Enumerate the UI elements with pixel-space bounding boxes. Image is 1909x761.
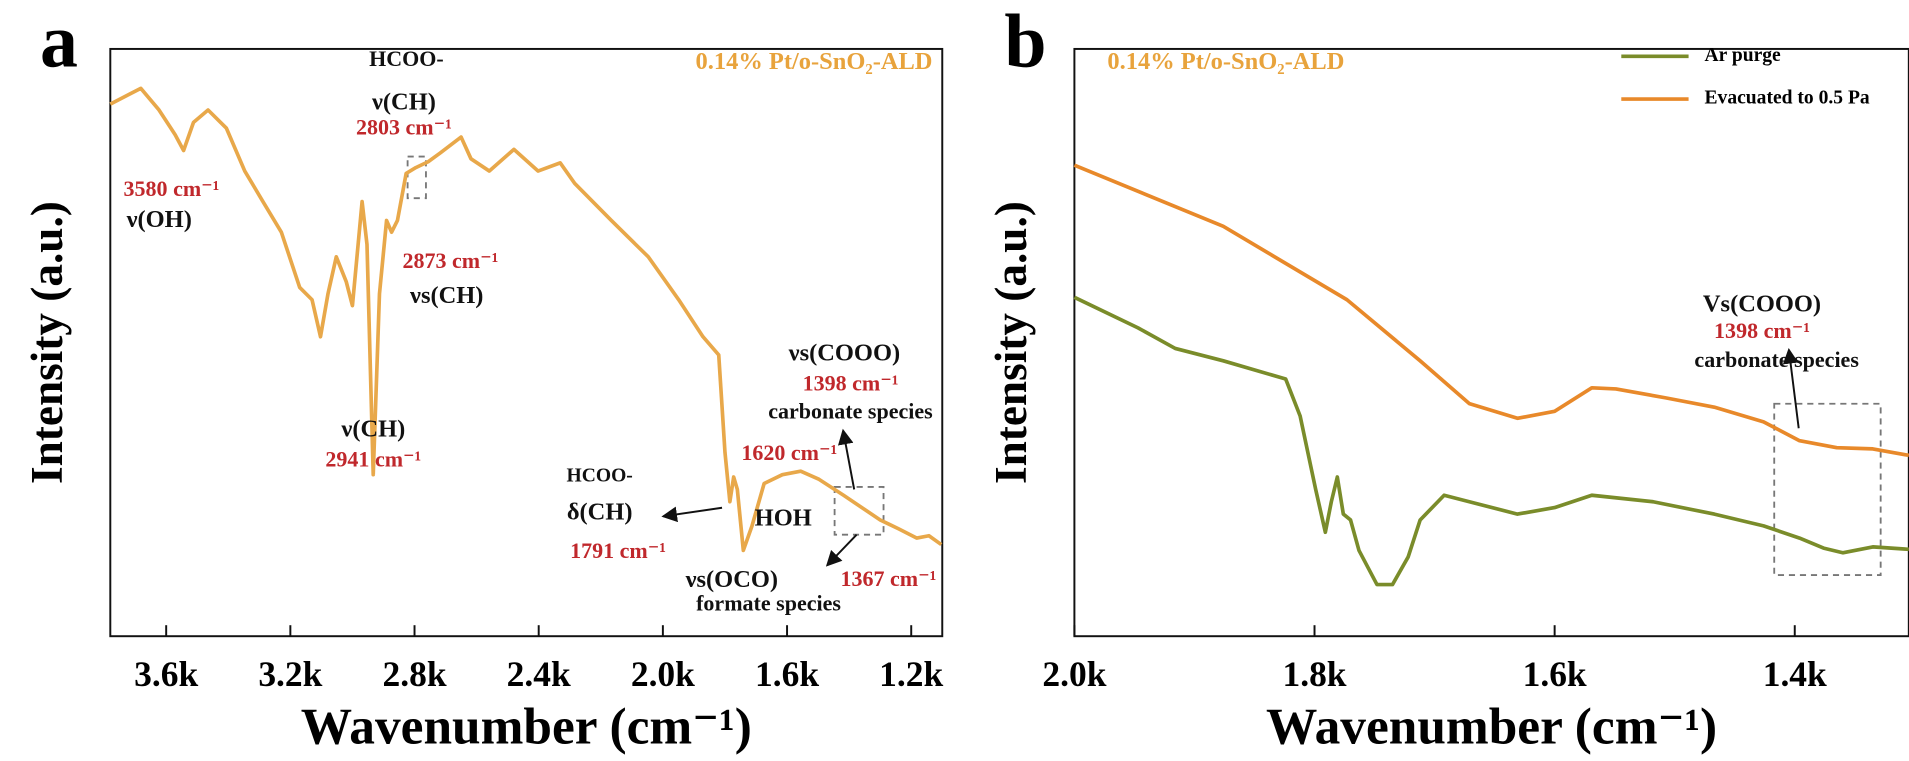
highlight-boxes	[406, 155, 1882, 576]
annotation: formate species	[696, 591, 841, 616]
arrow	[825, 533, 858, 567]
annotation: 2941 cm⁻¹	[325, 446, 421, 471]
x-tick-label: 2.8k	[382, 654, 446, 694]
x-tick-label: 1.6k	[1523, 654, 1587, 694]
chart-title: 0.14% Pt/o-SnO₂-ALD	[1107, 48, 1344, 75]
annotation: 1367 cm⁻¹	[840, 566, 936, 591]
annotation: carbonate species	[768, 399, 933, 424]
x-tick-label: 2.0k	[631, 654, 695, 694]
annotation: Vs(COOO)	[1703, 290, 1821, 317]
y-axis-label: Intensity (a.u.)	[22, 201, 72, 484]
legend-label: Ar purge	[1704, 45, 1781, 66]
arrows	[661, 347, 1800, 567]
annotation: HCOO-	[369, 46, 444, 71]
x-tick-label: 2.4k	[507, 654, 571, 694]
annotation: carbonate species	[1694, 347, 1859, 372]
chart-title: 0.14% Pt/o-SnO₂-ALD	[696, 48, 933, 75]
panel-label: b	[1004, 0, 1046, 83]
dashed-box	[406, 155, 427, 200]
annotation: δ(CH)	[567, 498, 633, 525]
data-line	[109, 86, 943, 553]
annotation: ν(CH)	[371, 89, 436, 116]
x-tick-label: 1.2k	[879, 654, 943, 694]
x-tick-label: 1.6k	[755, 654, 819, 694]
annotation: 2873 cm⁻¹	[402, 248, 498, 273]
arrow	[1782, 347, 1800, 429]
annotation: 1398 cm⁻¹	[1714, 318, 1810, 343]
annotation: 1791 cm⁻¹	[570, 538, 666, 563]
x-tick-label: 1.8k	[1282, 654, 1346, 694]
arrow	[661, 506, 723, 523]
data-line	[1073, 163, 1909, 458]
annotation: 1620 cm⁻¹	[741, 440, 837, 465]
x-axis-label: Wavenumber (cm⁻¹)	[1266, 698, 1717, 755]
arrow	[837, 428, 856, 490]
annotation: 3580 cm⁻¹	[124, 176, 220, 201]
plot-frame	[109, 47, 944, 638]
dashed-box	[833, 486, 885, 536]
data-line	[1073, 295, 1909, 587]
annotation: 2803 cm⁻¹	[356, 115, 452, 140]
dashed-box	[1773, 402, 1882, 576]
annotation: HCOO-	[567, 466, 633, 487]
annotation: νs(OCO)	[685, 566, 778, 593]
annotation: νs(COOO)	[788, 339, 900, 366]
annotation: ν(CH)	[340, 415, 405, 442]
annotation: ν(OH)	[126, 206, 192, 233]
annotation: HOH	[755, 505, 812, 532]
x-tick-label: 3.2k	[258, 654, 322, 694]
legend-label: Evacuated to 0.5 Pa	[1704, 88, 1869, 109]
x-axis-label: Wavenumber (cm⁻¹)	[301, 698, 752, 755]
x-tick-label: 3.6k	[134, 654, 198, 694]
annotation: 1398 cm⁻¹	[803, 370, 899, 395]
annotation: νs(CH)	[409, 282, 483, 309]
panel-label: a	[40, 0, 78, 83]
y-axis-label: Intensity (a.u.)	[986, 201, 1036, 484]
x-tick-label: 2.0k	[1042, 654, 1106, 694]
x-tick-label: 1.4k	[1763, 654, 1827, 694]
